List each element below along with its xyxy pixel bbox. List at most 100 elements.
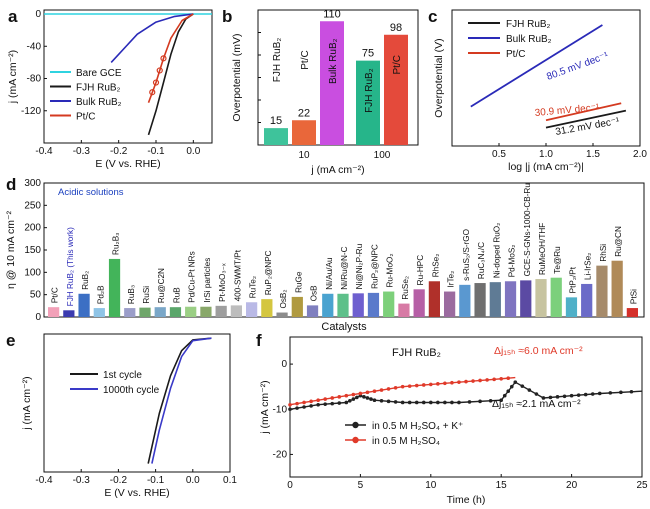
panel-f-marker-1 [309, 399, 313, 404]
panel-f-marker-0 [337, 401, 342, 405]
panel-f-marker-1 [443, 381, 447, 386]
panel-d-bar [78, 293, 90, 317]
panel-f-marker-0 [590, 392, 595, 396]
panel-f-marker-0 [295, 406, 299, 410]
panel-f-marker-0 [414, 400, 419, 405]
panel-f-marker-0 [520, 384, 525, 388]
panel-label-f: f [256, 331, 262, 350]
panel-d-bar [48, 307, 60, 317]
panel-f-marker-1 [506, 376, 511, 381]
panel-f-marker-1 [407, 384, 412, 388]
panel-b-bar [384, 34, 408, 145]
panel-d-bar [169, 307, 182, 317]
panel-b-bar-label: Pt/C [392, 55, 403, 74]
panel-a-xtick-label: -0.4 [35, 146, 53, 157]
panel-a-ptc-marker [149, 89, 156, 96]
panel-d-bar [581, 283, 593, 317]
panel-e-xlabel: E (V vs. RHE) [104, 487, 169, 499]
panel-d-bar [93, 308, 105, 317]
panel-f-marker-0 [351, 397, 356, 401]
panel-d-bar-label: RuB₂ [81, 271, 90, 290]
panel-d-ytick-label: 0 [35, 312, 41, 323]
panel-f-marker-1 [414, 383, 419, 388]
panel-d-bar-label: Li-IrSe₂ [584, 253, 593, 280]
panel-d-bar-label: FJH RuB₂ (This work) [66, 227, 75, 306]
panel-b-bar-label: FJH RuB₂ [364, 68, 375, 113]
panel-d-bar-label: Pt-MoO₃₋ₓ [218, 263, 227, 302]
panel-f-marker-0 [355, 395, 359, 400]
panel-f-marker-1 [464, 379, 468, 384]
panel-d-bar-label: Pd/Cu-Pt NRs [188, 251, 197, 302]
panel-e-xtick-label: -0.2 [110, 475, 128, 486]
panel-d-bar [200, 306, 212, 317]
panel-b-xlabel: j (mA cm⁻²) [310, 164, 364, 176]
panel-f-marker-1 [351, 392, 356, 397]
panel-label-c: c [428, 7, 437, 26]
panel-d-bar-label: Ru@CN [614, 226, 623, 257]
panel-d-bar [550, 277, 562, 317]
panel-f-marker-0 [421, 400, 426, 405]
panel-b-bar-label: Bulk RuB₂ [328, 38, 339, 84]
panel-b-bar [356, 60, 380, 145]
panel-d-bar-label: RuB [172, 287, 181, 303]
panel-c-xtick-label: 0.5 [492, 149, 506, 160]
panel-e-legend-label: 1st cycle [103, 370, 142, 381]
panel-d-bar-label: RuSe₂ [401, 276, 410, 300]
panel-e-series-0 [147, 337, 212, 464]
panel-d-bar-label: IrTe₂ [447, 271, 456, 288]
panel-f-marker-0 [534, 392, 539, 396]
panel-f-marker-0 [450, 400, 454, 405]
panel-f-delta-red: Δj₁₅ₕ ≈6.0 mA cm⁻² [494, 345, 583, 357]
panel-f-marker-0 [288, 407, 292, 412]
panel-f-marker-1 [421, 383, 426, 387]
panel-f-ytick-label: -10 [273, 404, 288, 415]
panel-f-marker-1 [499, 376, 504, 381]
panel-f-marker-0 [369, 397, 373, 401]
panel-b-group-label: 10 [298, 150, 310, 161]
panel-a-legend-label: Pt/C [76, 112, 95, 123]
panel-a-ptc-marker [156, 67, 163, 74]
panel-f-legend-label: in 0.5 M H₂SO₄ + K⁺ [372, 421, 463, 432]
panel-f-marker-0 [629, 389, 634, 394]
panel-d-bar-label: RuP₂@NPC [370, 244, 379, 289]
panel-d-bar-label: Ni@Ni₂P-Ru [355, 243, 364, 289]
panel-f-marker-0 [562, 394, 567, 399]
panel-c-slope-ptc: 30.9 mV dec⁻¹ [534, 102, 600, 119]
panel-f-marker-1 [450, 380, 454, 385]
panel-d-bar-label: s-RuS₂/S-rGO [462, 229, 471, 281]
panel-f-marker-0 [555, 395, 560, 399]
panel-f-xtick-label: 20 [566, 480, 578, 491]
panel-d-xlabel: Catalysts [321, 321, 367, 333]
panel-c-legend-label: FJH RuB₂ [506, 19, 551, 30]
panel-d-bar [246, 302, 258, 317]
panel-d-bar [261, 299, 273, 317]
panel-f-marker-0 [548, 395, 553, 400]
panel-c-series-2 [545, 109, 627, 129]
panel-d-bar-label: RuTe₂ [249, 276, 258, 298]
panel-a-ytick-label: -40 [27, 41, 42, 52]
panel-f-xtick-label: 10 [425, 480, 437, 491]
panel-d-bar-label: OsB [310, 285, 319, 301]
panel-d-bar-label: Ni-doped RuO₂ [492, 223, 501, 279]
panel-label-a: a [8, 7, 18, 26]
panel-b-group-label: 100 [374, 150, 391, 161]
panel-f-legend-label: in 0.5 M H₂SO₄ [372, 436, 440, 447]
panel-d-bar-label: Ru₂B₃ [112, 232, 121, 254]
panel-d-bar [611, 260, 623, 317]
panel-e-xtick-label: -0.3 [73, 475, 91, 486]
panel-f-xtick-label: 25 [636, 480, 648, 491]
panel-f-marker-0 [362, 395, 366, 399]
panel-a-series-3 [147, 13, 194, 103]
panel-f-marker-0 [379, 398, 384, 403]
panel-d-bar-label: RhSi [599, 244, 608, 262]
panel-f-marker-1 [457, 380, 461, 384]
panel-f-marker-1 [429, 382, 433, 387]
panel-d-bar [291, 296, 303, 317]
panel-f-ylabel: j (mA cm⁻²) [259, 380, 271, 434]
panel-f-marker-0 [316, 402, 320, 407]
panel-e-series-1 [151, 337, 212, 464]
panel-d-bar-label: RuGe [294, 271, 303, 293]
panel-e-frame [43, 333, 231, 473]
panel-e-ylabel: j (mA cm⁻²) [21, 376, 33, 430]
